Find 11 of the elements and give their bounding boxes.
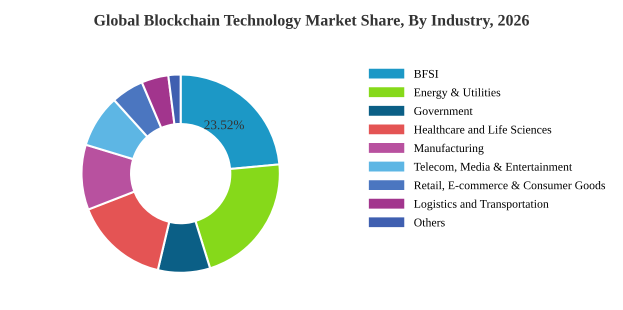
- legend-label: Healthcare and Life Sciences: [414, 125, 552, 134]
- chart-title: Global Blockchain Technology Market Share, By Industry, 2026: [94, 14, 529, 30]
- data-label: 23.52%: [204, 120, 244, 130]
- legend-label: Logistics and Transportation: [414, 200, 549, 210]
- legend-label: Retail, E-commerce & Consumer Goods: [414, 180, 606, 191]
- legend-label: Manufacturing: [414, 144, 484, 155]
- legend-label: Others: [414, 218, 445, 226]
- legend-label: Government: [414, 107, 473, 115]
- legend-label: Telecom, Media & Entertainment: [414, 162, 572, 172]
- legend-label: BFSI: [414, 70, 438, 78]
- legend-label: Energy & Utilities: [414, 88, 500, 99]
